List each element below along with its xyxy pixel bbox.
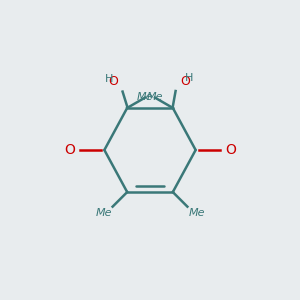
Text: Me: Me (146, 92, 163, 102)
Text: O: O (64, 143, 75, 157)
Text: Me: Me (137, 92, 154, 102)
Text: O: O (108, 75, 118, 88)
Text: Me: Me (188, 208, 205, 218)
Text: H: H (185, 73, 194, 83)
Text: O: O (225, 143, 236, 157)
Text: H: H (105, 74, 113, 84)
Text: Me: Me (95, 208, 112, 218)
Text: O: O (180, 75, 190, 88)
